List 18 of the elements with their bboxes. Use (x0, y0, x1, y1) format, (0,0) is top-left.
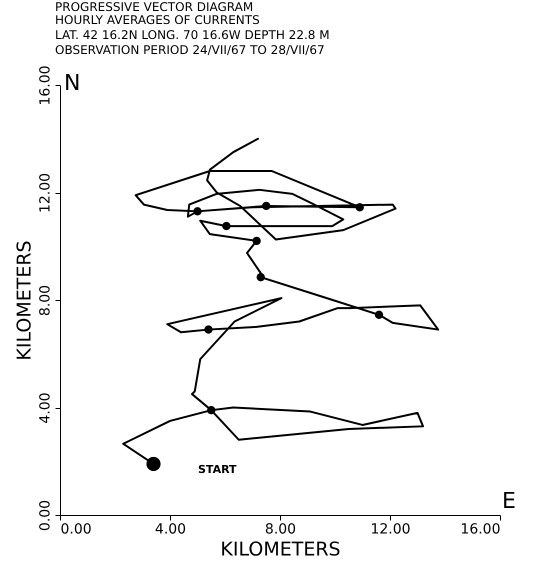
annotation: START (198, 463, 238, 476)
y-tick-label: 8.00 (38, 284, 54, 316)
text: E (502, 489, 516, 514)
y-axis-title: KILOMETERS (14, 240, 36, 361)
y-tick-label: 4.00 (38, 392, 54, 424)
x-tick-label: 12.00 (370, 522, 411, 538)
x-tick-label: 8.00 (264, 522, 296, 538)
chart-title: PROGRESSIVE VECTOR DIAGRAM (55, 0, 254, 14)
x-tick-label: 0.00 (60, 522, 92, 538)
chart-subtitle: HOURLY AVERAGES OF CURRENTS (55, 12, 260, 27)
text: LAT. 42 16.2N LONG. 70 16.6W DEPTH 22.8 M (55, 28, 330, 42)
x-tick-label: 4.00 (154, 522, 186, 538)
x-tick-label: 16.00 (460, 522, 500, 538)
y-tick-label: 16.00 (38, 65, 54, 106)
annotation: N (64, 71, 80, 96)
x-axis-title: KILOMETERS (220, 538, 341, 560)
text: OBSERVATION PERIOD 24/VII/67 TO 28/VII/67 (55, 42, 325, 57)
y-tick-label: 12.00 (38, 172, 54, 214)
